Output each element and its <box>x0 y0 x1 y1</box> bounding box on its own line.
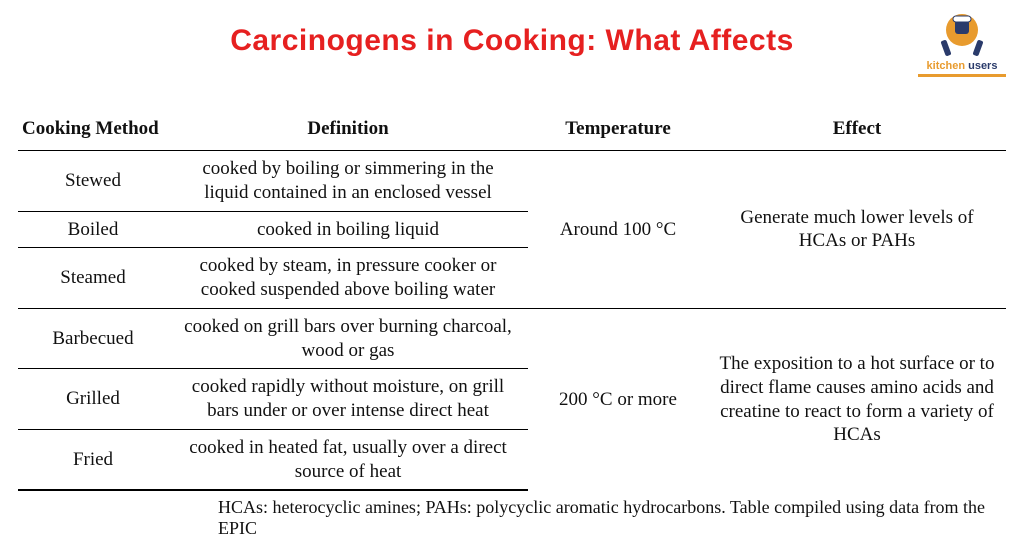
cell-method: Fried <box>18 429 168 490</box>
cell-method: Barbecued <box>18 308 168 369</box>
col-header-effect: Effect <box>708 110 1006 151</box>
cell-definition: cooked on grill bars over burning charco… <box>168 308 528 369</box>
cell-effect: The exposition to a hot surface or to di… <box>708 308 1006 490</box>
brand-word-b: users <box>965 60 997 72</box>
cooking-table: Cooking Method Definition Temperature Ef… <box>18 110 1006 539</box>
cell-definition: cooked by boiling or simmering in the li… <box>168 151 528 212</box>
cell-definition: cooked rapidly without moisture, on gril… <box>168 369 528 430</box>
col-header-definition: Definition <box>168 110 528 151</box>
table-footnote: HCAs: heterocyclic amines; PAHs: polycyc… <box>18 491 1006 539</box>
cell-method: Stewed <box>18 151 168 212</box>
cell-method: Steamed <box>18 248 168 309</box>
cell-method: Grilled <box>18 369 168 430</box>
table-row: Stewed cooked by boiling or simmering in… <box>18 151 1006 212</box>
brand-word-a: kitchen <box>927 60 966 72</box>
chef-spatula-icon <box>933 10 991 58</box>
cell-definition: cooked by steam, in pressure cooker or c… <box>168 248 528 309</box>
cell-effect: Generate much lower levels of HCAs or PA… <box>708 151 1006 309</box>
brand-underline <box>918 74 1006 77</box>
cell-method: Boiled <box>18 211 168 248</box>
cell-temperature: Around 100 °C <box>528 151 708 309</box>
table-header-row: Cooking Method Definition Temperature Ef… <box>18 110 1006 151</box>
col-header-temperature: Temperature <box>528 110 708 151</box>
col-header-method: Cooking Method <box>18 110 168 151</box>
table-row: Barbecued cooked on grill bars over burn… <box>18 308 1006 369</box>
cell-definition: cooked in heated fat, usually over a dir… <box>168 429 528 490</box>
cell-definition: cooked in boiling liquid <box>168 211 528 248</box>
page-title: Carcinogens in Cooking: What Affects <box>0 0 1024 58</box>
cell-temperature: 200 °C or more <box>528 308 708 490</box>
brand-text: kitchen users <box>918 60 1006 72</box>
brand-logo: kitchen users <box>918 10 1006 77</box>
